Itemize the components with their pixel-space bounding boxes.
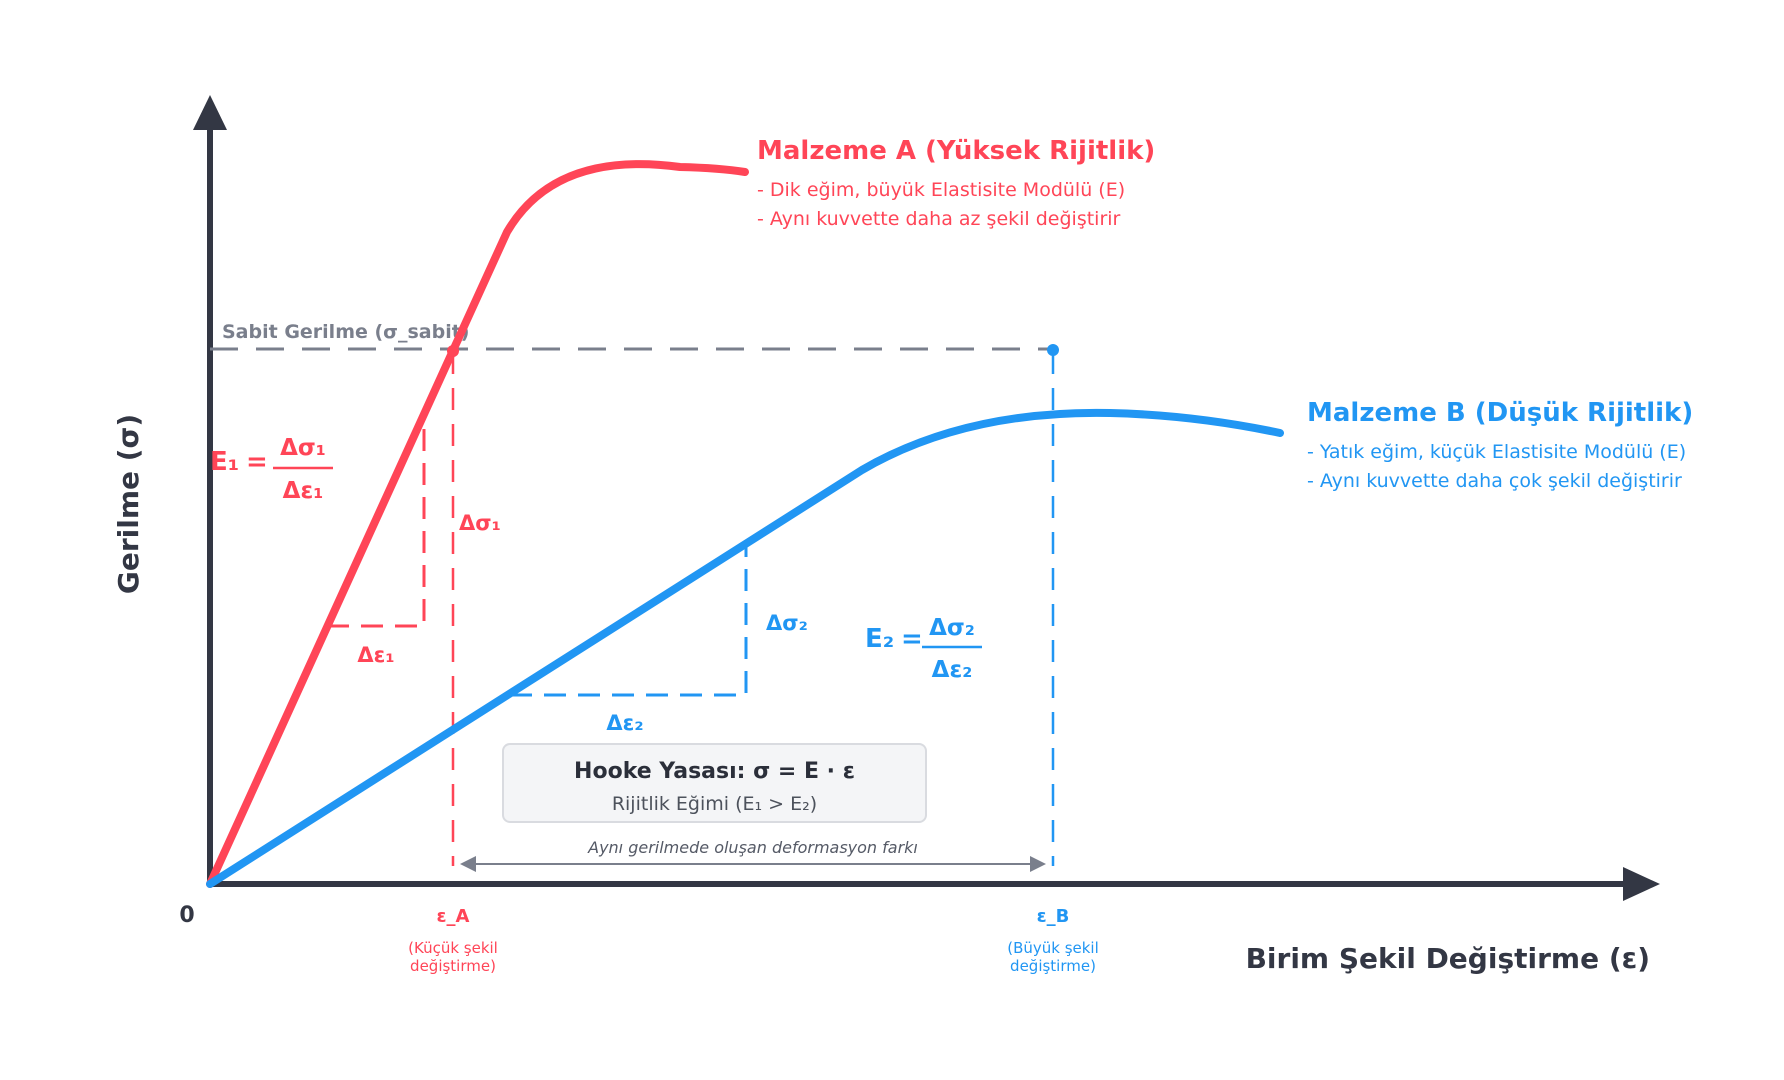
formula-a-lhs: E₁ [210, 447, 239, 477]
material-b-line1: - Yatık eğim, küçük Elastisite Modülü (E… [1307, 441, 1686, 463]
hooke-law-box: Hooke Yasası: σ = E · ε Rijitlik Eğimi (… [502, 743, 927, 823]
material-a-curve [206, 160, 749, 888]
material-a-line1: - Dik eğim, büyük Elastisite Modülü (E) [757, 179, 1125, 201]
formula-b-eq: = [901, 624, 923, 654]
point-a-marker [447, 345, 459, 357]
epsilon-b-note-line1: (Büyük şekil [1007, 939, 1099, 957]
formula-a-eq: = [246, 447, 268, 477]
formula-a-denominator: Δε₁ [283, 478, 324, 504]
point-b-marker [1047, 344, 1059, 356]
formula-b-numerator: Δσ₂ [929, 615, 975, 641]
epsilon-a-note-line2: değiştirme) [410, 957, 496, 975]
material-a-line2: - Aynı kuvvette daha az şekil değiştirir [757, 208, 1121, 230]
epsilon-b-note-line2: değiştirme) [1010, 957, 1096, 975]
origin-label: 0 [179, 903, 194, 928]
hooke-law-subtitle: Rijitlik Eğimi (E₁ > E₂) [611, 793, 818, 815]
x-axis-label: Birim Şekil Değiştirme (ε) [1246, 942, 1650, 975]
delta-epsilon-b-label: Δε₂ [606, 711, 643, 735]
x-axis-arrow-icon [1623, 867, 1660, 901]
y-axis-label: Gerilme (σ) [112, 414, 145, 594]
material-a-title: Malzeme A (Yüksek Rijitlik) [757, 136, 1155, 166]
delta-epsilon-a-label: Δε₁ [357, 643, 394, 667]
triangle-b-guides [510, 542, 748, 697]
constant-stress-label: Sabit Gerilme (σ_sabit) [222, 321, 469, 343]
formula-b-denominator: Δε₂ [932, 657, 973, 683]
material-b-line2: - Aynı kuvvette daha çok şekil değiştiri… [1307, 470, 1682, 492]
y-axis-arrow-icon [193, 95, 227, 130]
epsilon-a-note-line1: (Küçük şekil [408, 939, 498, 957]
formula-a-numerator: Δσ₁ [280, 435, 326, 461]
deformation-note: Aynı gerilmede oluşan deformasyon farkı [587, 838, 918, 857]
delta-sigma-a-label: Δσ₁ [459, 511, 501, 535]
material-b-curve [206, 408, 1284, 888]
hooke-law-title: Hooke Yasası: σ = E · ε [574, 759, 855, 784]
epsilon-b-tick-label: ε_B [1037, 906, 1070, 927]
delta-sigma-b-label: Δσ₂ [766, 611, 808, 635]
material-b-title: Malzeme B (Düşük Rijitlik) [1307, 398, 1693, 428]
formula-b-lhs: E₂ [865, 624, 894, 654]
epsilon-a-tick-label: ε_A [437, 906, 470, 927]
